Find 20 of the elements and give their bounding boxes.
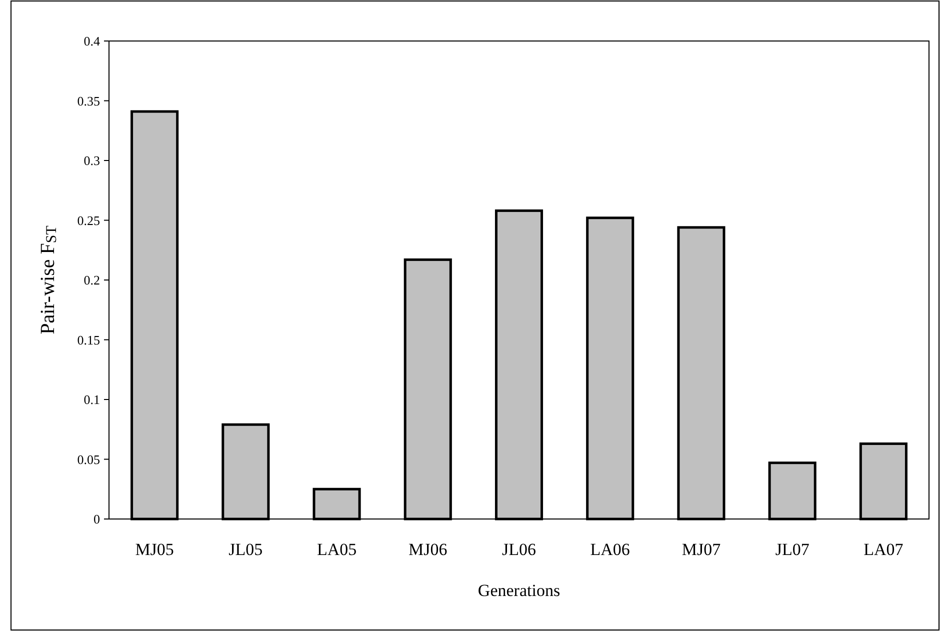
x-tick-label: JL05 (228, 540, 263, 559)
y-tick-label: 0.25 (77, 212, 100, 228)
x-axis-title: Generations (478, 581, 560, 600)
x-tick-label: JL06 (502, 540, 536, 559)
y-tick-label: 0.35 (77, 93, 100, 108)
y-tick-label: 0.3 (84, 153, 100, 168)
x-tick-label: MJ06 (408, 540, 448, 559)
x-tick-label: MJ05 (135, 540, 174, 559)
y-tick-label: 0.1 (84, 392, 100, 408)
y-tick-label: 0.2 (84, 272, 100, 288)
y-axis-title: Pair-wise FST (37, 226, 60, 334)
y-tick-label: 0.05 (77, 452, 100, 467)
x-tick-label: MJ07 (682, 540, 722, 559)
x-tick-label: LA05 (316, 540, 357, 559)
x-tick-label: LA06 (590, 540, 630, 559)
x-tick-label: LA07 (864, 540, 904, 559)
y-tick-label: 0.4 (84, 34, 100, 49)
y-tick-label: 0.15 (77, 332, 100, 348)
x-tick-label: JL07 (775, 540, 810, 559)
y-tick-label: 0 (94, 512, 100, 527)
